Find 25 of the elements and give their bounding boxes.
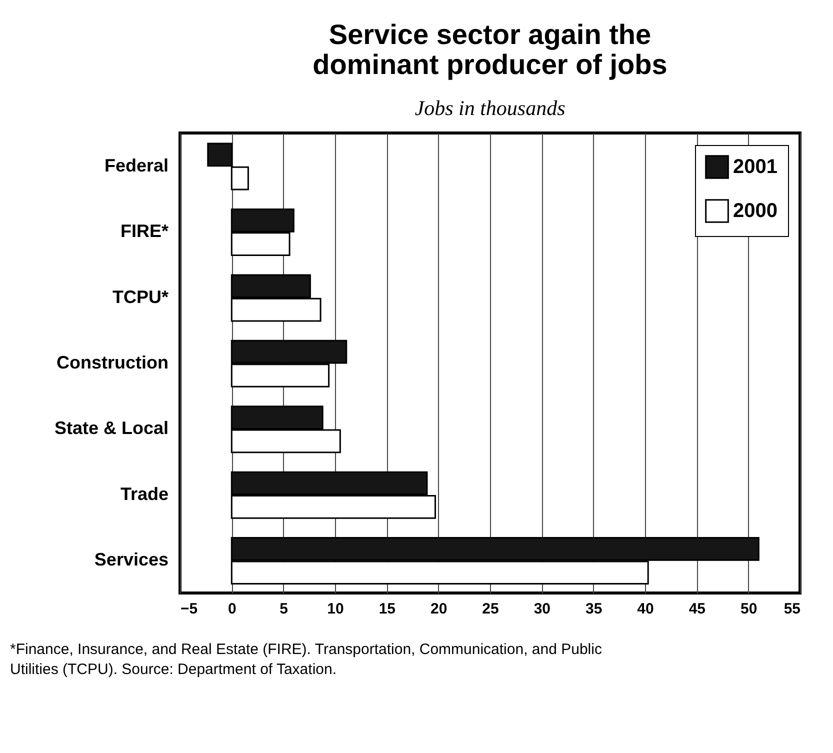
x-tick-label: 35 <box>585 600 602 618</box>
x-tick-label: 25 <box>482 600 499 618</box>
x-tick-label: −5 <box>180 600 198 618</box>
chart-subtitle: Jobs in thousands <box>414 96 566 120</box>
y-tick-label: Services <box>94 550 168 570</box>
y-tick-label: Trade <box>120 484 168 504</box>
x-tick-label: 30 <box>534 600 551 618</box>
legend-label: 2000 <box>733 200 778 222</box>
x-tick-label: 45 <box>688 600 706 618</box>
y-tick-label: Federal <box>104 155 168 176</box>
x-tick-label: 50 <box>740 600 758 618</box>
y-tick-label: FIRE* <box>120 221 168 242</box>
legend-label: 2001 <box>733 156 778 178</box>
x-tick-label: 15 <box>378 600 396 618</box>
x-tick-label: 40 <box>637 600 654 618</box>
x-tick-label: 0 <box>228 600 236 618</box>
y-tick-label: State & Local <box>54 418 168 438</box>
chart-title: Service sector again the dominant producer of jobs <box>312 19 668 80</box>
x-tick-label: 55 <box>784 600 800 618</box>
text: *Finance, Insurance, and Real Estate (FIRE). Transportation, Communication, and Public Utilities (TCPU). Source: Department of Taxation. <box>10 641 602 678</box>
x-tick-label: 5 <box>280 600 288 618</box>
x-tick-label: 10 <box>327 600 344 618</box>
y-tick-label: TCPU* <box>112 286 168 307</box>
y-tick-label: Construction <box>56 352 168 372</box>
x-tick-label: 20 <box>430 600 448 618</box>
